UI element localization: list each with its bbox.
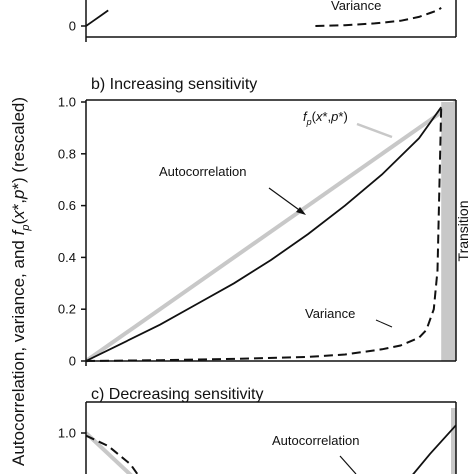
- series-fp-line: [86, 100, 456, 363]
- series-autocorrelation-line: [86, 106, 442, 362]
- panel-b: b) Increasing sensitivity 0 0.2 0.4 0.6 0.8 1.…: [58, 76, 457, 369]
- y-tick-label-c: 1.0: [58, 426, 76, 441]
- fp-connector: [356, 122, 393, 139]
- y-tick-label-b: 0.4: [58, 250, 76, 265]
- autocorrelation-arrow-shaft: [268, 187, 303, 213]
- series-autocorrelation-line: [86, 9, 109, 27]
- panel-title-c: c) Decreasing sensitivity: [91, 386, 264, 403]
- label-autocorrelation-c: Autocorrelation: [272, 433, 359, 448]
- variance-connector: [375, 319, 393, 328]
- y-tick-label-a: 0: [69, 19, 76, 34]
- series-variance-line: [315, 6, 442, 27]
- label-variance-a: Variance: [331, 0, 381, 13]
- transition-band: [441, 102, 456, 361]
- shared-y-axis-label: Autocorrelation, variance, and fp(x*,p*)…: [9, 97, 32, 466]
- y-tick-label-b: 0.6: [58, 198, 76, 213]
- transition-label: Transition: [455, 201, 471, 262]
- series-autocorrelation-right-line: [412, 424, 456, 474]
- y-tick-label-b: 0.2: [58, 302, 76, 317]
- label-fp: fp(x*,p*): [303, 109, 348, 127]
- transition-band: [451, 408, 456, 474]
- y-tick-label-b: 0: [69, 354, 76, 369]
- plot-area-a: [86, 6, 442, 27]
- series-fp-line: [86, 431, 133, 474]
- autocorrelation-arrowhead: [296, 207, 306, 215]
- label-variance-b: Variance: [305, 306, 355, 321]
- plot-area-b: [86, 100, 456, 363]
- panel-a: 0: [69, 0, 457, 42]
- panel-title-b: b) Increasing sensitivity: [91, 76, 257, 93]
- autocorrelation-arrow-c: [339, 455, 357, 474]
- y-tick-label-b: 1.0: [58, 95, 76, 110]
- annotations: Variance fp(x*,p*) Autocorrelation Variance…: [9, 0, 471, 474]
- label-autocorrelation-b: Autocorrelation: [159, 164, 246, 179]
- y-tick-label-b: 0.8: [58, 146, 76, 161]
- plot-area-c: [86, 408, 456, 474]
